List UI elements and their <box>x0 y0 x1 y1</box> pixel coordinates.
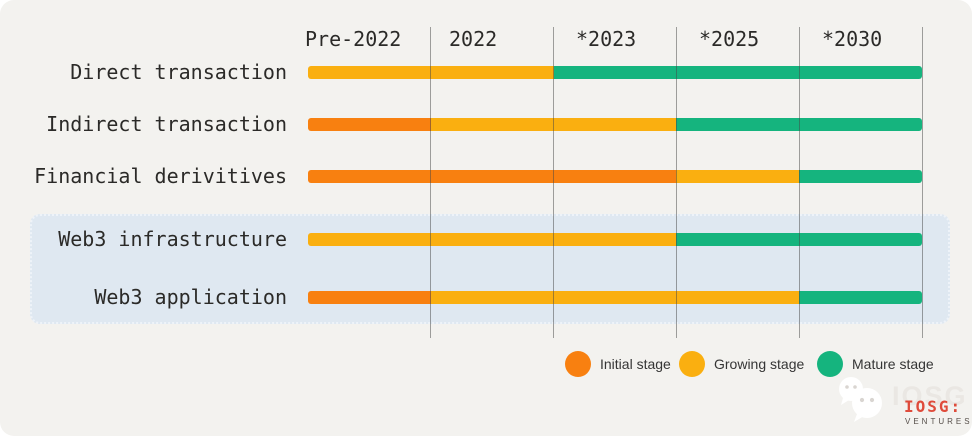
row-label: Web3 infrastructure <box>58 227 287 251</box>
legend-item: Mature stage <box>817 351 934 377</box>
legend-dot-growing <box>679 351 705 377</box>
column-header: Pre-2022 <box>305 27 402 51</box>
legend-dot-initial <box>565 351 591 377</box>
bar-segment-mature <box>553 66 922 79</box>
row-label: Financial derivitives <box>34 164 287 188</box>
stage-bar <box>308 291 922 304</box>
gridline <box>675 27 677 338</box>
legend-label: Mature stage <box>852 356 934 372</box>
bar-segment-growing <box>430 291 800 304</box>
row-label: Web3 application <box>94 285 287 309</box>
gridline <box>798 27 800 338</box>
column-header: 2022 <box>449 27 498 51</box>
watermark-brand-gray: IOSG <box>892 381 968 411</box>
legend-dot-mature <box>817 351 843 377</box>
legend-label: Initial stage <box>600 356 671 372</box>
bar-segment-growing <box>676 170 800 183</box>
gridline <box>430 27 432 338</box>
stage-bar <box>308 170 922 183</box>
column-header: *2030 <box>822 27 883 51</box>
legend-item: Growing stage <box>679 351 804 377</box>
wechat-icon <box>839 377 882 422</box>
bar-segment-initial <box>308 170 677 183</box>
column-header: *2023 <box>576 27 637 51</box>
bar-segment-growing <box>308 233 677 246</box>
row-label: Indirect transaction <box>46 112 287 136</box>
watermark-brand-sub: VENTURES <box>905 417 972 426</box>
gridline <box>921 27 923 338</box>
bar-segment-mature <box>799 170 922 183</box>
web3-highlight-box <box>30 214 950 324</box>
stage-bar <box>308 233 922 246</box>
legend-label: Growing stage <box>714 356 805 372</box>
stage-bar <box>308 118 922 131</box>
legend-item: Initial stage <box>565 351 671 377</box>
bar-segment-initial <box>308 118 431 131</box>
stage-bar <box>308 66 922 79</box>
bar-segment-mature <box>799 291 922 304</box>
watermark: IOSG IOSG: VENTURES <box>834 372 970 434</box>
row-label: Direct transaction <box>70 60 287 84</box>
watermark-brand-red: IOSG: <box>904 397 963 416</box>
column-header: *2025 <box>699 27 760 51</box>
gridline <box>553 27 555 338</box>
bar-segment-initial <box>308 291 431 304</box>
